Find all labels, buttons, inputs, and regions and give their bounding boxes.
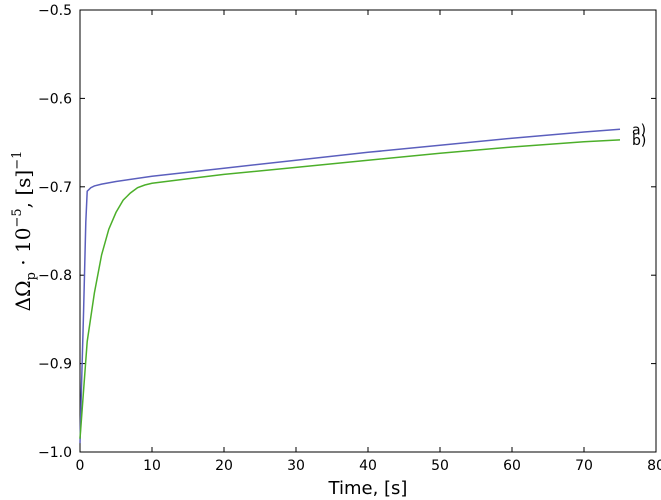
y-tick-label: −1.0 [38,445,72,461]
y-axis-label-symbol: ΔΩ [11,280,35,311]
x-axis: 0 10 20 30 40 50 60 70 80 [76,10,661,474]
series-label-a: a) [632,122,646,138]
series-line-a [79,128,621,444]
y-axis-label-subscript: p [24,272,39,280]
x-tick-label: 30 [287,458,305,474]
x-tick-label: 70 [575,458,593,474]
x-tick-label: 0 [76,458,85,474]
x-tick-label: 10 [143,458,161,474]
series-labels: a)b) [632,122,646,149]
y-tick-label: −0.8 [38,268,72,284]
x-tick-label: 40 [359,458,377,474]
y-axis-label-unit: , [s] [11,170,35,209]
y-axis: −1.0 −0.9 −0.8 −0.7 −0.6 −0.5 [38,3,656,461]
series-lines [79,128,621,444]
y-axis-label-unit-exponent: −1 [10,151,25,170]
series-line-b [79,139,621,439]
x-tick-label: 60 [503,458,521,474]
y-tick-label: −0.5 [38,3,72,19]
y-axis-label-exponent: −5 [10,208,25,227]
y-tick-label: −0.7 [38,180,72,196]
plot-area [79,9,657,453]
y-tick-label: −0.9 [38,357,72,373]
x-tick-label: 50 [431,458,449,474]
series-label-b: b) [632,133,646,149]
x-axis-label: Time, [s] [328,478,408,499]
y-axis-label-scale: · 10 [11,228,35,273]
x-tick-label: 80 [647,458,661,474]
x-tick-label: 20 [215,458,233,474]
plot-frame [79,9,657,453]
y-tick-label: −0.6 [38,91,72,107]
y-axis-label: ΔΩp · 10−5, [s]−1 [10,151,39,312]
